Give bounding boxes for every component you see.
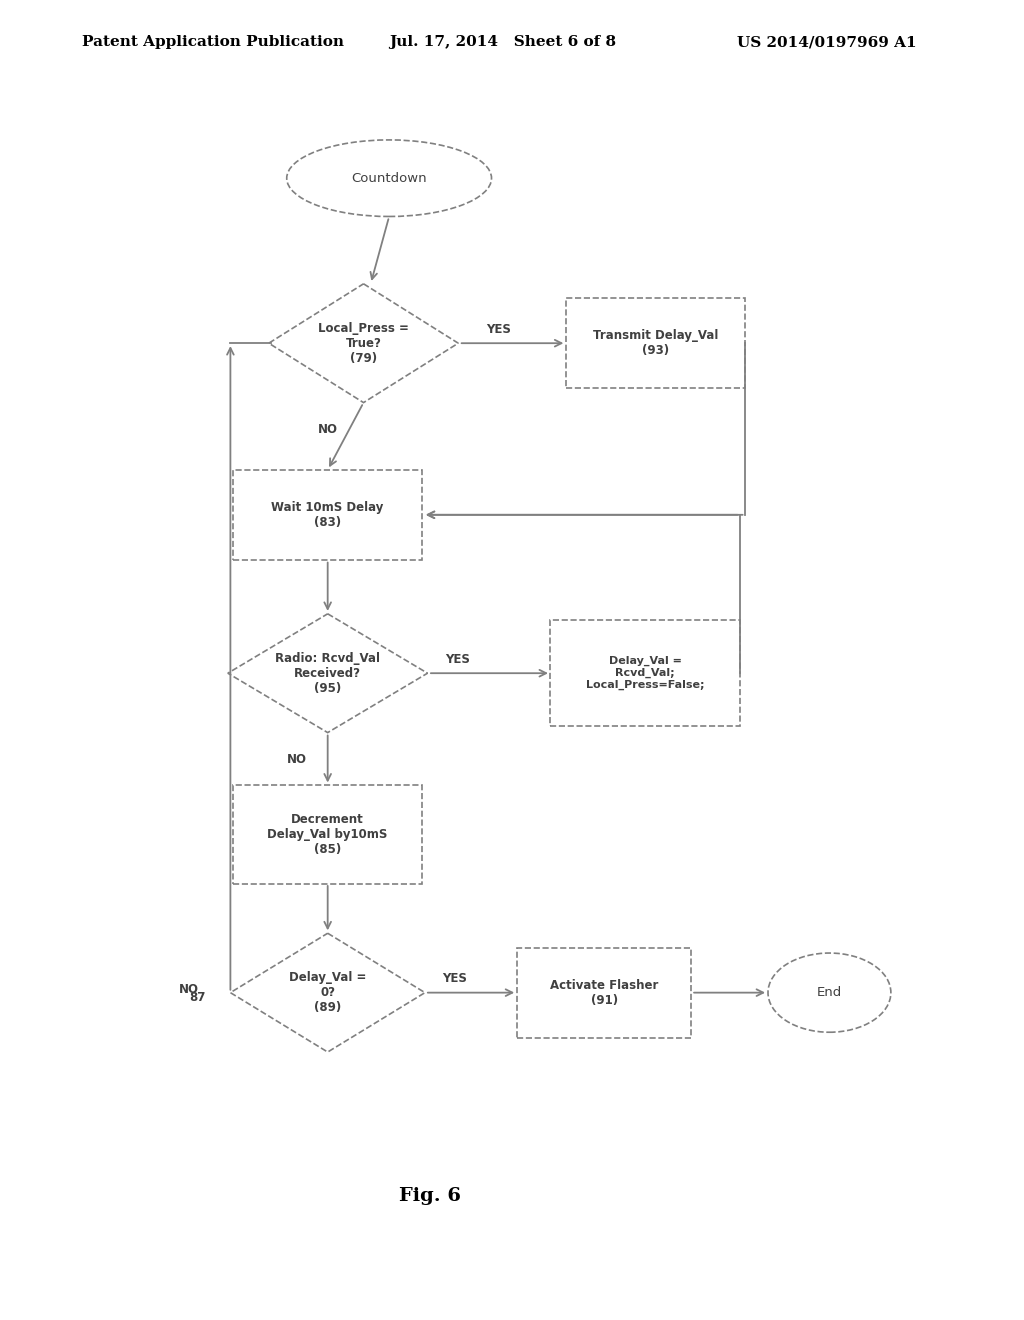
- Text: Activate Flasher
(91): Activate Flasher (91): [550, 978, 658, 1007]
- Text: YES: YES: [442, 972, 467, 985]
- Text: Patent Application Publication: Patent Application Publication: [82, 36, 344, 49]
- Text: YES: YES: [486, 322, 511, 335]
- Text: Delay_Val =
0?
(89): Delay_Val = 0? (89): [289, 972, 367, 1014]
- Text: Delay_Val =
Rcvd_Val;
Local_Press=False;: Delay_Val = Rcvd_Val; Local_Press=False;: [586, 656, 705, 690]
- Text: Local_Press =
True?
(79): Local_Press = True? (79): [318, 322, 409, 364]
- Text: Transmit Delay_Val
(93): Transmit Delay_Val (93): [593, 329, 718, 358]
- Text: NO: NO: [179, 982, 200, 995]
- Text: Countdown: Countdown: [351, 172, 427, 185]
- Text: Decrement
Delay_Val by10mS
(85): Decrement Delay_Val by10mS (85): [267, 813, 388, 855]
- Text: YES: YES: [445, 652, 470, 665]
- Text: US 2014/0197969 A1: US 2014/0197969 A1: [737, 36, 916, 49]
- Text: NO: NO: [287, 752, 307, 766]
- Text: Fig. 6: Fig. 6: [399, 1187, 461, 1205]
- Text: End: End: [817, 986, 842, 999]
- Text: NO: NO: [317, 422, 338, 436]
- Text: Wait 10mS Delay
(83): Wait 10mS Delay (83): [271, 500, 384, 529]
- Text: Radio: Rcvd_Val
Received?
(95): Radio: Rcvd_Val Received? (95): [275, 652, 380, 694]
- Text: Jul. 17, 2014   Sheet 6 of 8: Jul. 17, 2014 Sheet 6 of 8: [389, 36, 616, 49]
- Text: 87: 87: [189, 990, 206, 1003]
